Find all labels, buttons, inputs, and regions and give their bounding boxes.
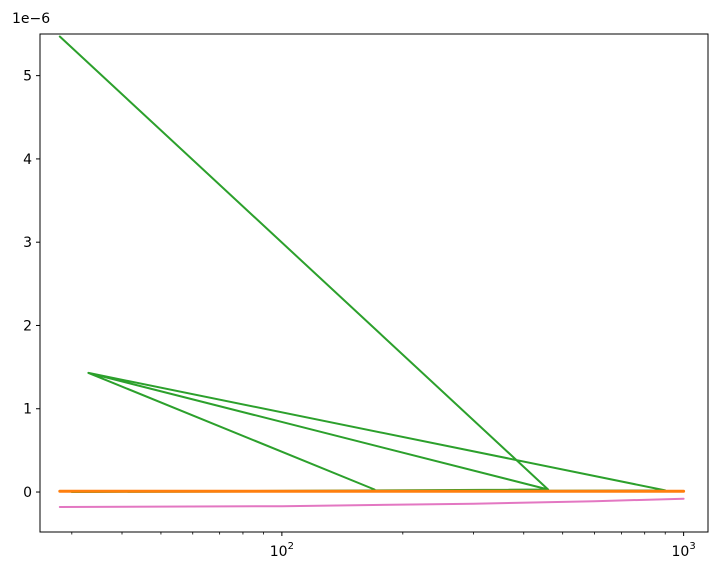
series-layer (58, 35, 686, 508)
x-tick-base: 10 (270, 544, 288, 560)
x-tick-base: 10 (672, 544, 690, 560)
x-tick-label: 103 (672, 541, 696, 560)
y-tick-label: 2 (23, 318, 32, 334)
x-tick-label: 102 (270, 541, 294, 560)
x-axis: 102 103 (71, 532, 696, 560)
x-tick-exponent: 3 (689, 541, 695, 552)
y-axis: 0 1 2 3 4 5 (23, 69, 40, 501)
series-line-1 (58, 497, 685, 508)
y-tick-label: 4 (23, 152, 32, 168)
y-tick-label: 0 (23, 485, 32, 501)
y-tick-label: 5 (23, 69, 32, 85)
y-tick-label: 3 (23, 235, 32, 251)
y-tick-label: 1 (23, 402, 32, 418)
y-offset-label: 1e−6 (12, 11, 50, 27)
plot-frame (39, 33, 709, 533)
x-tick-exponent: 2 (288, 541, 294, 552)
